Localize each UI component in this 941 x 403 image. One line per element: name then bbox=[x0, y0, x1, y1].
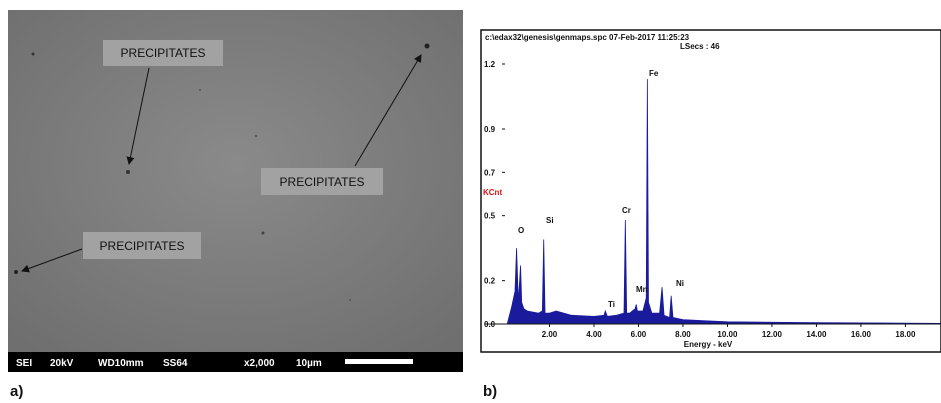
arrow bbox=[126, 67, 150, 165]
peak-label: Ti bbox=[608, 300, 615, 309]
annotation-box bbox=[103, 40, 223, 66]
spectrum-header: c:\edax32\genesis\genmaps.spc 07-Feb-201… bbox=[485, 33, 690, 42]
x-tick-label: 8.00 bbox=[675, 330, 691, 339]
x-tick-label: 10.00 bbox=[717, 330, 738, 339]
peak-label: Ni bbox=[676, 279, 684, 288]
info-text: SEI bbox=[16, 358, 32, 369]
info-text: SS64 bbox=[163, 358, 188, 369]
peak-label: O bbox=[518, 226, 524, 235]
y-tick-label: 0.7 bbox=[484, 168, 496, 177]
arrow bbox=[21, 248, 83, 273]
y-tick-label: 1.2 bbox=[484, 60, 496, 69]
peak-label: Fe bbox=[649, 69, 659, 78]
panel-label: a) bbox=[10, 383, 23, 400]
y-axis-label: KCnt bbox=[483, 188, 502, 197]
peak-label: Cr bbox=[622, 206, 631, 215]
info-text: x2,000 bbox=[244, 358, 275, 369]
x-tick-label: 4.00 bbox=[586, 330, 602, 339]
spectrum-subheader: LSecs : 46 bbox=[680, 42, 720, 51]
annotation: PRECIPITATES bbox=[280, 175, 365, 189]
x-tick-label: 14.00 bbox=[806, 330, 827, 339]
annotation: PRECIPITATES bbox=[100, 239, 185, 253]
x-tick-label: 12.00 bbox=[762, 330, 783, 339]
info-text: WD10mm bbox=[98, 358, 144, 369]
info-bar bbox=[8, 352, 463, 372]
peak-label: Mn bbox=[636, 285, 648, 294]
info-text: 20kV bbox=[50, 358, 74, 369]
y-tick-label: 0.5 bbox=[484, 212, 496, 221]
y-tick-label: 0.9 bbox=[484, 125, 496, 134]
annotation: PRECIPITATES bbox=[121, 46, 206, 60]
info-text: 10µm bbox=[296, 358, 322, 369]
x-tick-label: 2.00 bbox=[542, 330, 558, 339]
x-tick-label: 18.00 bbox=[895, 330, 916, 339]
panel-label: b) bbox=[483, 383, 497, 400]
x-tick-label: 6.00 bbox=[631, 330, 647, 339]
annotation-box bbox=[261, 168, 383, 195]
arrow bbox=[354, 54, 422, 167]
spectrum bbox=[506, 79, 941, 325]
spectrum-frame bbox=[480, 29, 941, 353]
annotation-box bbox=[83, 232, 201, 259]
scale-bar bbox=[345, 359, 413, 364]
sem-image: PRECIPITATES PRECIPITATES PRECIPITATES S… bbox=[8, 10, 463, 372]
x-tick-label: 16.00 bbox=[851, 330, 872, 339]
peak-label: Si bbox=[546, 216, 554, 225]
y-tick-label: 0.2 bbox=[484, 277, 496, 286]
x-axis-label: Energy - keV bbox=[684, 340, 733, 349]
